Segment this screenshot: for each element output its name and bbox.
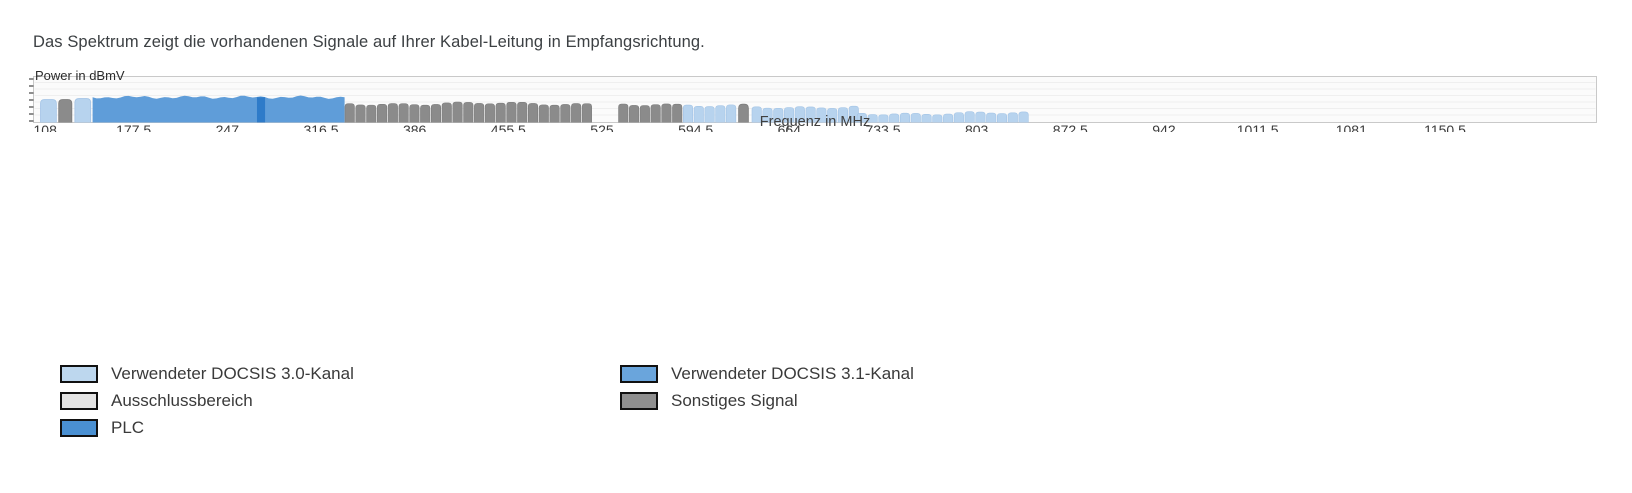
legend-swatch [60, 392, 98, 410]
x-tick-label: 247 [216, 122, 240, 132]
legend-item-ausschluss: Ausschlussbereich [60, 391, 620, 410]
legend-swatch [60, 419, 98, 437]
legend-item-docsis30: Verwendeter DOCSIS 3.0-Kanal [60, 364, 620, 383]
legend-label: Verwendeter DOCSIS 3.1-Kanal [671, 364, 914, 383]
legend-label: Sonstiges Signal [671, 391, 798, 410]
spectrum-plot: 108 177.5 247 316.5 386 455.5 525 594.5 664 733.5… [29, 76, 1597, 132]
legend-swatch [60, 365, 98, 383]
spectrum-bars [40, 95, 1029, 123]
x-tick-label: 664 [778, 122, 802, 132]
legend-label: PLC [111, 418, 145, 437]
x-tick-label: 108 [34, 122, 58, 132]
legend-label: Ausschlussbereich [111, 391, 253, 410]
y-axis-label: Power in dBmV [35, 68, 125, 83]
x-tick-label: 803 [965, 122, 989, 132]
spectrum-chart: Power in dBmV 108 177.5 247 316.5 386 455.5 52… [29, 66, 1601, 132]
legend-item-docsis31: Verwendeter DOCSIS 3.1-Kanal [620, 364, 914, 383]
legend-label: Verwendeter DOCSIS 3.0-Kanal [111, 364, 354, 383]
legend-swatch [620, 392, 658, 410]
x-tick-label: 1011.5 [1237, 122, 1279, 132]
legend-item-sonstiges: Sonstiges Signal [620, 391, 914, 410]
x-tick-label: 872.5 [1053, 122, 1088, 132]
x-tick-label: 177.5 [116, 122, 151, 132]
legend-item-plc: PLC [60, 418, 620, 437]
legend: Verwendeter DOCSIS 3.0-Kanal Verwendeter… [60, 364, 914, 437]
x-tick-label: 942 [1152, 122, 1176, 132]
x-tick-label: 733.5 [865, 122, 900, 132]
x-tick-label: 455.5 [491, 122, 526, 132]
x-tick-label: 594.5 [678, 122, 713, 132]
x-tick-label: 316.5 [303, 122, 338, 132]
legend-swatch [620, 365, 658, 383]
x-tick-label: 1150.5 [1424, 122, 1466, 132]
x-tick-label: 1081 [1336, 122, 1367, 132]
x-axis-label: Frequenz in MHz [760, 114, 870, 130]
x-tick-label: 525 [590, 122, 614, 132]
x-tick-label: 386 [403, 122, 427, 132]
page-title: Das Spektrum zeigt die vorhandenen Signa… [33, 32, 705, 51]
